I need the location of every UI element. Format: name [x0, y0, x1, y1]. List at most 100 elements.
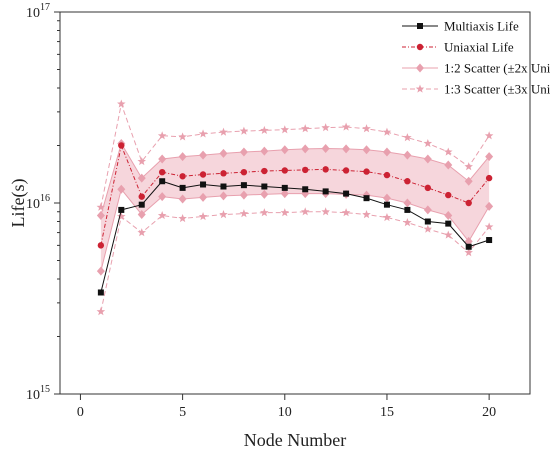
series-1-2-scatter-2x-uniaxial	[96, 138, 494, 276]
data-point	[423, 138, 433, 148]
data-point	[178, 194, 187, 204]
data-point	[96, 307, 106, 316]
data-point	[382, 193, 391, 203]
data-point	[321, 207, 330, 216]
data-point	[342, 167, 350, 174]
legend-item: Multiaxis Life	[402, 19, 519, 34]
x-tick-label: 5	[179, 405, 186, 420]
legend-marker	[416, 63, 424, 73]
data-point	[424, 184, 432, 192]
legend-marker	[415, 84, 425, 93]
data-point	[178, 152, 187, 162]
data-point	[96, 266, 105, 276]
data-point	[445, 220, 452, 227]
data-point	[444, 211, 453, 221]
data-point	[179, 173, 186, 180]
data-point	[362, 145, 371, 155]
data-point	[219, 191, 228, 201]
data-point	[117, 184, 126, 194]
data-point	[404, 206, 411, 213]
data-point	[423, 205, 432, 215]
data-point	[383, 171, 391, 179]
data-point	[159, 178, 166, 185]
data-point	[341, 208, 351, 217]
data-point	[158, 154, 167, 164]
data-point	[321, 123, 330, 132]
data-point	[157, 131, 167, 140]
x-tick-label: 10	[278, 405, 292, 420]
data-point	[423, 154, 432, 164]
data-point	[97, 242, 105, 249]
data-point	[464, 236, 473, 246]
data-point	[219, 148, 228, 158]
data-point	[199, 150, 208, 160]
series-line	[100, 102, 490, 208]
data-point	[198, 211, 208, 221]
data-point	[198, 129, 208, 138]
data-point	[281, 167, 288, 174]
series-line	[100, 143, 490, 246]
data-point	[280, 145, 289, 155]
data-point	[178, 132, 187, 141]
data-point	[302, 166, 309, 174]
data-point	[239, 209, 249, 218]
scatter-band-area	[100, 143, 490, 272]
series-line	[100, 211, 490, 312]
data-point	[219, 210, 228, 219]
data-point	[464, 248, 473, 257]
data-point	[444, 160, 453, 170]
data-point	[138, 193, 145, 200]
data-point	[382, 127, 392, 136]
data-point	[117, 211, 126, 221]
data-point	[260, 189, 269, 199]
x-tick-label: 15	[380, 405, 394, 420]
data-point	[280, 208, 290, 217]
legend: Multiaxis Life Uniaxial Life 1:2 Scatter (…	[402, 19, 550, 97]
data-point	[281, 184, 288, 191]
x-tick-label: 0	[77, 405, 84, 420]
data-point	[260, 125, 269, 135]
data-point	[486, 237, 493, 244]
data-point	[362, 210, 371, 219]
legend-item: 1:3 Scatter (±3x Uniaxial)	[402, 82, 550, 97]
data-point	[157, 211, 167, 220]
series-line	[100, 180, 490, 293]
legend-marker	[417, 23, 423, 29]
data-point	[464, 176, 473, 186]
data-point	[424, 218, 431, 225]
data-point	[137, 228, 147, 237]
data-point	[341, 122, 351, 131]
data-point	[300, 207, 310, 216]
data-point	[96, 211, 105, 221]
data-point	[200, 181, 207, 188]
data-point	[158, 168, 166, 176]
y-tick-label: 1017	[26, 2, 50, 21]
data-point	[423, 224, 433, 233]
data-point	[485, 201, 494, 211]
legend-label: Uniaxial Life	[444, 40, 514, 55]
data-point	[220, 183, 227, 190]
data-point	[118, 206, 125, 213]
legend-label: 1:2 Scatter (±2x Uniaxial)	[444, 61, 550, 76]
data-point	[383, 201, 390, 208]
data-point	[239, 147, 248, 157]
legend-marker	[416, 43, 424, 51]
data-point	[178, 213, 187, 223]
data-point	[485, 152, 494, 162]
y-tick-label: 1016	[26, 193, 50, 212]
y-tick-label: 1015	[26, 384, 50, 403]
data-point	[138, 201, 145, 208]
data-point	[199, 192, 208, 202]
data-point	[445, 191, 452, 199]
data-point	[484, 131, 494, 140]
data-point	[96, 202, 106, 211]
data-point	[300, 124, 310, 133]
data-point	[301, 144, 310, 154]
data-point	[137, 210, 146, 220]
data-point	[403, 133, 412, 142]
data-point	[240, 182, 247, 189]
x-axis-title: Node Number	[244, 430, 346, 450]
data-point	[343, 190, 350, 197]
data-point	[219, 127, 228, 136]
x-tick-label: 20	[482, 405, 496, 420]
